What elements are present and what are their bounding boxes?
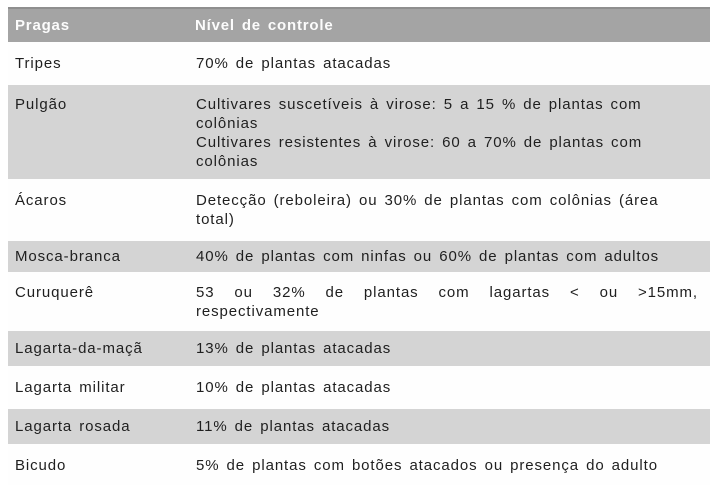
control-level-line: Cultivares suscetíveis à virose: 5 a 15 … xyxy=(196,96,642,132)
pest-name: Bicudo xyxy=(15,457,67,474)
control-level-line: 40% de plantas com ninfas ou 60% de plan… xyxy=(196,248,660,265)
pest-control-table: Pragas Nível de controle Tripes 70% de p… xyxy=(8,7,710,485)
control-level-line: Detecção (reboleira) ou 30% de plantas c… xyxy=(196,192,659,228)
control-level-cell: 53 ou 32% de plantas com lagartas < ou >… xyxy=(195,272,710,331)
control-level-line: 10% de plantas atacadas xyxy=(196,379,392,396)
column-header-nivel-de-controle: Nível de controle xyxy=(195,8,710,42)
control-level-cell: 70% de plantas atacadas xyxy=(195,42,710,85)
control-level-line: respectivamente xyxy=(196,303,320,320)
control-level-cell: Detecção (reboleira) ou 30% de plantas c… xyxy=(195,179,710,241)
pest-name: Ácaros xyxy=(15,192,68,209)
table-row-lagarta-da-maca: Lagarta-da-maçã 13% de plantas atacadas xyxy=(8,331,710,366)
control-level-line: 13% de plantas atacadas xyxy=(196,340,392,357)
control-level-line: 53 ou 32% de plantas com lagartas < ou >… xyxy=(196,284,698,301)
table-row-mosca-branca: Mosca-branca 40% de plantas com ninfas o… xyxy=(8,241,710,272)
pest-name: Curuquerê xyxy=(15,284,94,301)
pest-name: Lagarta-da-maçã xyxy=(15,340,143,357)
control-level-cell: 11% de plantas atacadas xyxy=(195,409,710,444)
control-level-cell: 5% de plantas com botões atacados ou pre… xyxy=(195,444,710,485)
table-body: Tripes 70% de plantas atacadas Pulgão Cu… xyxy=(8,42,710,485)
control-level-cell: 10% de plantas atacadas xyxy=(195,366,710,409)
table-row-acaros: Ácaros Detecção (reboleira) ou 30% de pl… xyxy=(8,179,710,241)
table-row-lagarta-rosada: Lagarta rosada 11% de plantas atacadas xyxy=(8,409,710,444)
table-row-lagarta-militar: Lagarta militar 10% de plantas atacadas xyxy=(8,366,710,409)
control-level-cell: Cultivares suscetíveis à virose: 5 a 15 … xyxy=(195,85,710,179)
pest-name: Mosca-branca xyxy=(15,248,121,265)
header-row: Pragas Nível de controle xyxy=(8,8,710,42)
control-level-line: 5% de plantas com botões atacados ou pre… xyxy=(196,457,658,474)
control-level-line: Cultivares resistentes à virose: 60 a 70… xyxy=(196,134,643,170)
table-row-tripes: Tripes 70% de plantas atacadas xyxy=(8,42,710,85)
table-row-curuquere: Curuquerê 53 ou 32% de plantas com lagar… xyxy=(8,272,710,331)
control-level-cell: 13% de plantas atacadas xyxy=(195,331,710,366)
control-level-line: 70% de plantas atacadas xyxy=(196,55,392,72)
pest-name: Tripes xyxy=(15,55,62,72)
table-row-pulgao: Pulgão Cultivares suscetíveis à virose: … xyxy=(8,85,710,179)
column-header-pragas: Pragas xyxy=(8,8,195,42)
control-level-cell: 40% de plantas com ninfas ou 60% de plan… xyxy=(195,241,710,272)
control-level-line: 11% de plantas atacadas xyxy=(196,418,391,435)
table-header: Pragas Nível de controle xyxy=(8,8,710,42)
pest-name: Lagarta rosada xyxy=(15,418,131,435)
pest-name: Lagarta militar xyxy=(15,379,126,396)
pest-name: Pulgão xyxy=(15,96,68,113)
table-row-bicudo: Bicudo 5% de plantas com botões atacados… xyxy=(8,444,710,485)
